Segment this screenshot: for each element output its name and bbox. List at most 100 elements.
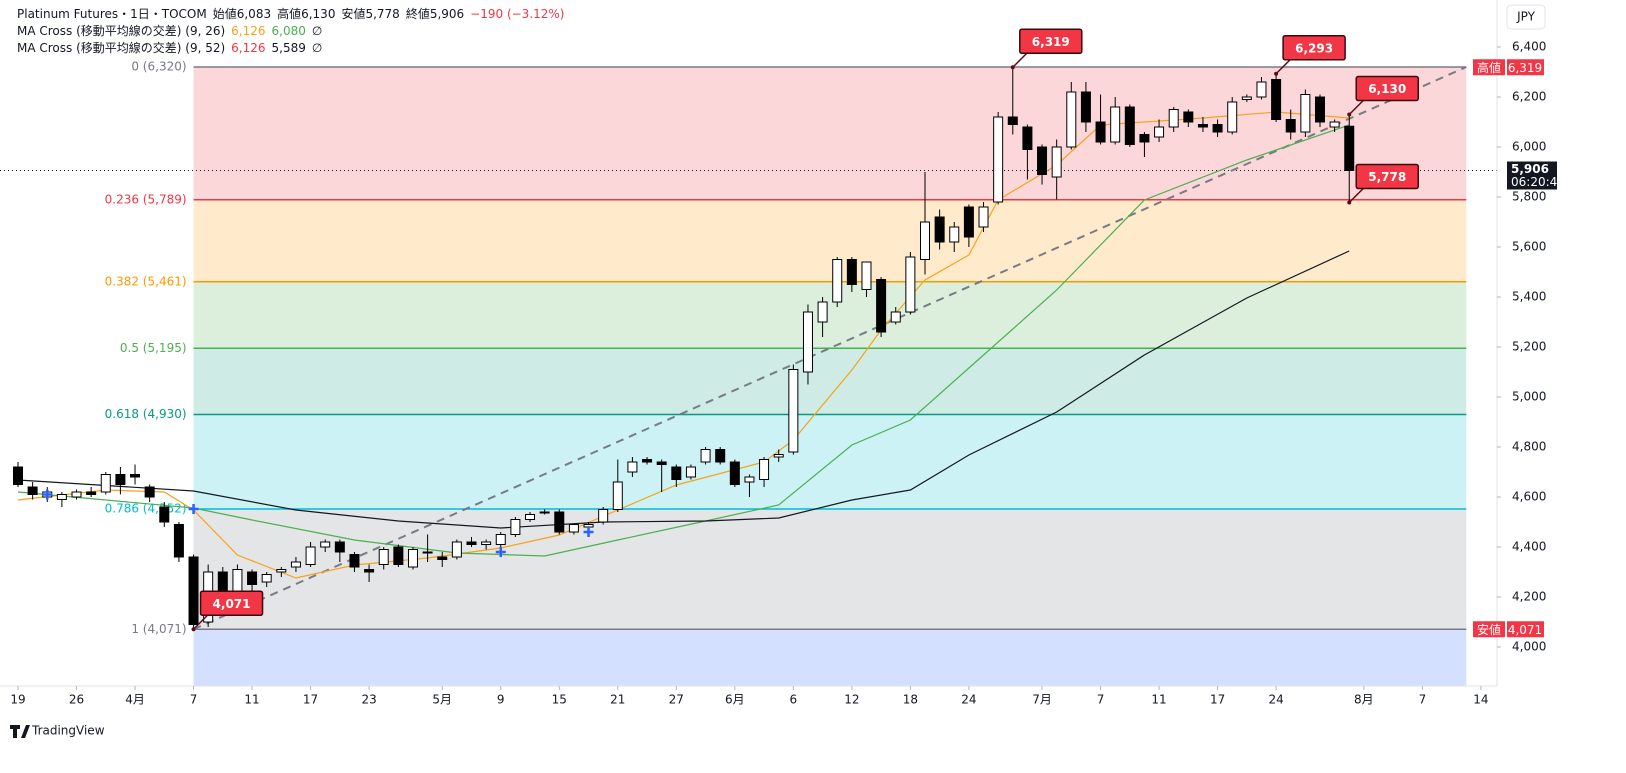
callout-label: 6,130 bbox=[1368, 82, 1406, 96]
candle-body bbox=[993, 116, 1004, 203]
candle-body bbox=[437, 556, 448, 560]
ohlc: 終値5,906 bbox=[405, 7, 465, 21]
candle-body bbox=[525, 514, 536, 520]
candle-body bbox=[466, 541, 477, 545]
callout-box bbox=[1355, 75, 1419, 102]
callout-point bbox=[1274, 71, 1279, 76]
indicator-value: 6,126 bbox=[231, 41, 266, 55]
price-tag-value: 4,071 bbox=[1508, 623, 1542, 637]
x-tick-label: 7 bbox=[1419, 693, 1427, 707]
currency: JPY bbox=[1516, 10, 1536, 24]
x-tick-label: 17 bbox=[1210, 693, 1225, 707]
callout-label: 6,293 bbox=[1295, 41, 1333, 55]
candle-body bbox=[320, 541, 331, 548]
candle-body bbox=[1095, 121, 1106, 143]
x-tick-label: 26 bbox=[69, 693, 84, 707]
y-tick-label: 4,600 bbox=[1512, 490, 1546, 504]
x-tick-label: 11 bbox=[244, 693, 259, 707]
symbol-title: Platinum Futures・1日・TOCOM bbox=[17, 7, 207, 21]
candle-body bbox=[378, 549, 389, 565]
fib-label: 1 (4,071) bbox=[131, 622, 186, 636]
candle-body bbox=[876, 279, 887, 333]
candle-body bbox=[407, 549, 418, 568]
cross-marker bbox=[188, 504, 199, 514]
y-tick-label: 5,600 bbox=[1512, 240, 1546, 254]
candle-body bbox=[305, 546, 316, 565]
fib-label: 0.618 (4,930) bbox=[105, 407, 187, 421]
candle-body bbox=[188, 556, 199, 625]
candle-body bbox=[802, 311, 813, 373]
callout-box bbox=[1019, 28, 1083, 54]
candle-body bbox=[978, 206, 989, 228]
callout-point bbox=[1010, 65, 1015, 70]
y-tick-label: 5,800 bbox=[1512, 190, 1546, 204]
y-tick-label: 6,000 bbox=[1512, 140, 1546, 154]
candle-body bbox=[1037, 146, 1048, 175]
candle-body bbox=[671, 466, 682, 480]
price-tag-label-box bbox=[1473, 621, 1505, 638]
last-price-box bbox=[1507, 161, 1557, 190]
fib-label: 0 (6,320) bbox=[131, 60, 186, 74]
candle-body bbox=[349, 554, 360, 568]
change: −190 (−3.12%) bbox=[470, 7, 565, 21]
candle-body bbox=[715, 449, 726, 463]
x-tick-label: 11 bbox=[1151, 693, 1166, 707]
candle-body bbox=[1227, 101, 1238, 133]
indicators: MA Cross (移動平均線の交差) (9, 26) 6,126 6,080 ∅ MA… bbox=[17, 23, 570, 57]
candle-body bbox=[159, 506, 170, 523]
trend-line bbox=[193, 66, 1467, 631]
candle-body bbox=[71, 491, 82, 498]
candle-body bbox=[773, 454, 784, 458]
candle-body bbox=[539, 511, 550, 514]
indicator-value: 5,589 bbox=[271, 41, 306, 55]
x-tick-label: 27 bbox=[669, 693, 684, 707]
candle-body bbox=[1197, 124, 1208, 128]
ohlc: 安値5,778 bbox=[341, 7, 400, 21]
candle-body bbox=[27, 486, 38, 495]
candle-body bbox=[115, 474, 126, 485]
y-tick-label: 5,400 bbox=[1512, 290, 1546, 304]
indicator-name: MA Cross (移動平均線の交差) (9, 52) bbox=[17, 41, 226, 55]
cross-marker bbox=[495, 547, 506, 557]
fib-band bbox=[193, 509, 1467, 630]
candle-body bbox=[1124, 106, 1135, 145]
x-tick-label: 17 bbox=[303, 693, 318, 707]
ma-line bbox=[17, 111, 1350, 579]
fib-band bbox=[193, 199, 1467, 282]
candle-body bbox=[393, 546, 404, 565]
x-tick-label: 7月 bbox=[1032, 693, 1052, 707]
candle-body bbox=[1271, 79, 1282, 120]
candle-body bbox=[817, 301, 828, 323]
x-tick-label: 4月 bbox=[125, 693, 145, 707]
candle-body bbox=[612, 481, 623, 510]
candle-body bbox=[700, 449, 711, 463]
candle-body bbox=[729, 461, 740, 485]
header-row: Platinum Futures・1日・TOCOM 始値6,083 高値6,130 安… bbox=[17, 6, 570, 23]
callout-label: 6,319 bbox=[1032, 35, 1070, 49]
candle-body bbox=[627, 461, 638, 473]
candle-body bbox=[788, 369, 799, 453]
currency-box bbox=[1506, 4, 1546, 30]
candle-body bbox=[963, 206, 974, 238]
callout-label: 5,778 bbox=[1368, 170, 1406, 184]
x-tick-label: 19 bbox=[10, 693, 25, 707]
candle-body bbox=[495, 534, 506, 545]
candle-body bbox=[1314, 96, 1325, 123]
y-tick-label: 5,200 bbox=[1512, 340, 1546, 354]
candle-body bbox=[334, 541, 345, 553]
fib-band bbox=[193, 67, 1467, 200]
candle-body bbox=[554, 511, 565, 533]
candle-body bbox=[1256, 81, 1267, 98]
candle-body bbox=[290, 561, 301, 568]
fib-extension bbox=[193, 629, 1467, 686]
ohlc: 始値6,083 bbox=[212, 7, 272, 21]
x-tick-label: 6 bbox=[790, 693, 798, 707]
candle-body bbox=[568, 524, 579, 533]
x-tick-label: 12 bbox=[844, 693, 859, 707]
y-tick-label: 4,800 bbox=[1512, 440, 1546, 454]
candle-body bbox=[744, 476, 755, 483]
candle-body bbox=[144, 486, 155, 498]
fib-band bbox=[193, 414, 1467, 509]
header: Platinum Futures・1日・TOCOM 始値6,083 高値6,130 安… bbox=[17, 6, 570, 57]
